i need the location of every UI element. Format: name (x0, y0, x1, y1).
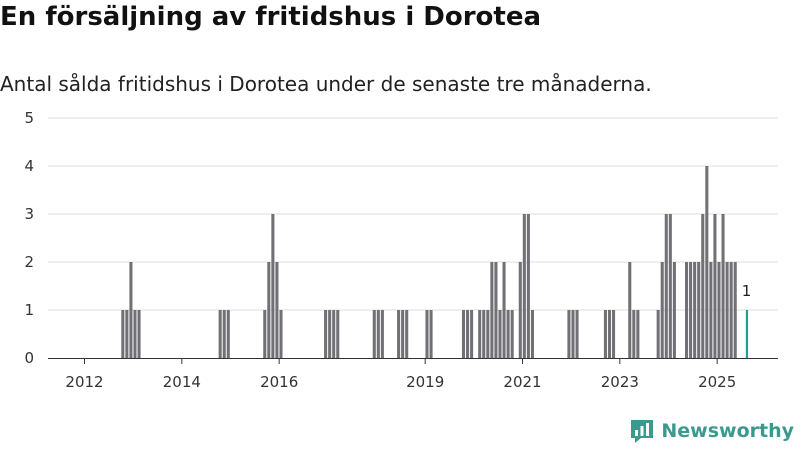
bar-highlight (745, 310, 749, 358)
bar (668, 214, 672, 358)
gridlines (48, 117, 778, 311)
x-tick-label: 2023 (601, 373, 639, 391)
labels: 0 1 2 3 4 5 2012 2014 2016 2019 2021 2023 2025 1 (24, 109, 751, 391)
x-tick-label: 2012 (65, 373, 103, 391)
bar (697, 262, 701, 358)
bar (705, 166, 709, 358)
bar (125, 310, 129, 358)
newsworthy-logo-icon (631, 420, 654, 443)
bar (721, 214, 725, 358)
x-tick-label: 2025 (698, 373, 736, 391)
bar (425, 310, 429, 358)
bar (612, 310, 616, 358)
bar (729, 262, 733, 358)
bar (660, 262, 664, 358)
bar (510, 310, 514, 358)
bar (397, 310, 401, 358)
y-tick-label: 3 (24, 205, 34, 223)
bar (372, 310, 376, 358)
bar (518, 262, 522, 358)
bar (693, 262, 697, 358)
bar (466, 310, 470, 358)
bar (522, 214, 526, 358)
bar (133, 310, 137, 358)
bar (279, 310, 283, 358)
axes (48, 358, 778, 364)
bar (218, 310, 222, 358)
bar (332, 310, 336, 358)
bar (121, 310, 125, 358)
bar (226, 310, 230, 358)
bar (526, 214, 530, 358)
bar (506, 310, 510, 358)
y-tick-label: 0 (24, 349, 34, 367)
bar (498, 310, 502, 358)
bar (603, 310, 607, 358)
bar (701, 214, 705, 358)
bar (709, 262, 713, 358)
bar (470, 310, 474, 358)
y-tick-label: 1 (24, 301, 34, 319)
bar (685, 262, 689, 358)
y-tick-label: 4 (24, 157, 34, 175)
brand-logo: Newsworthy (629, 418, 794, 444)
bar (376, 310, 380, 358)
bar (267, 262, 271, 358)
bar (733, 262, 737, 358)
bar (494, 262, 498, 358)
bar (664, 214, 668, 358)
bar (567, 310, 571, 358)
y-tick-label: 5 (24, 109, 34, 127)
bar (324, 310, 328, 358)
bar (656, 310, 660, 358)
bar (725, 262, 729, 358)
x-tick-label: 2014 (163, 373, 201, 391)
bar (672, 262, 676, 358)
highlight-data-label: 1 (742, 282, 752, 300)
bar (328, 310, 332, 358)
bar (461, 310, 466, 358)
bar (689, 262, 693, 358)
bar (607, 310, 612, 358)
bar (571, 310, 575, 358)
bars (121, 166, 749, 358)
bar (222, 310, 226, 358)
y-tick-label: 2 (24, 253, 34, 271)
bar (263, 310, 267, 358)
bar (502, 262, 506, 358)
brand-name: Newsworthy (661, 420, 794, 442)
bar (336, 310, 340, 358)
bar (713, 214, 717, 358)
bar (482, 310, 486, 358)
chart-title: En försäljning av fritidshus i Dorotea (0, 2, 542, 32)
bar (380, 310, 384, 358)
bar (628, 262, 632, 358)
bar (137, 310, 141, 358)
x-tick-label: 2019 (406, 373, 444, 391)
bar (575, 310, 579, 358)
x-tick-label: 2021 (503, 373, 541, 391)
bar (271, 214, 275, 358)
chart-subtitle: Antal sålda fritidshus i Dorotea under d… (0, 72, 652, 96)
bar (530, 310, 534, 358)
bar (717, 262, 721, 358)
bar (401, 310, 405, 358)
bar (478, 310, 482, 358)
bar (632, 310, 636, 358)
bar (275, 262, 279, 358)
bar (486, 310, 490, 358)
bar (129, 262, 133, 358)
bar (636, 310, 640, 358)
bar (490, 262, 494, 358)
bar (429, 310, 433, 358)
x-tick-label: 2016 (260, 373, 298, 391)
bar (405, 310, 409, 358)
